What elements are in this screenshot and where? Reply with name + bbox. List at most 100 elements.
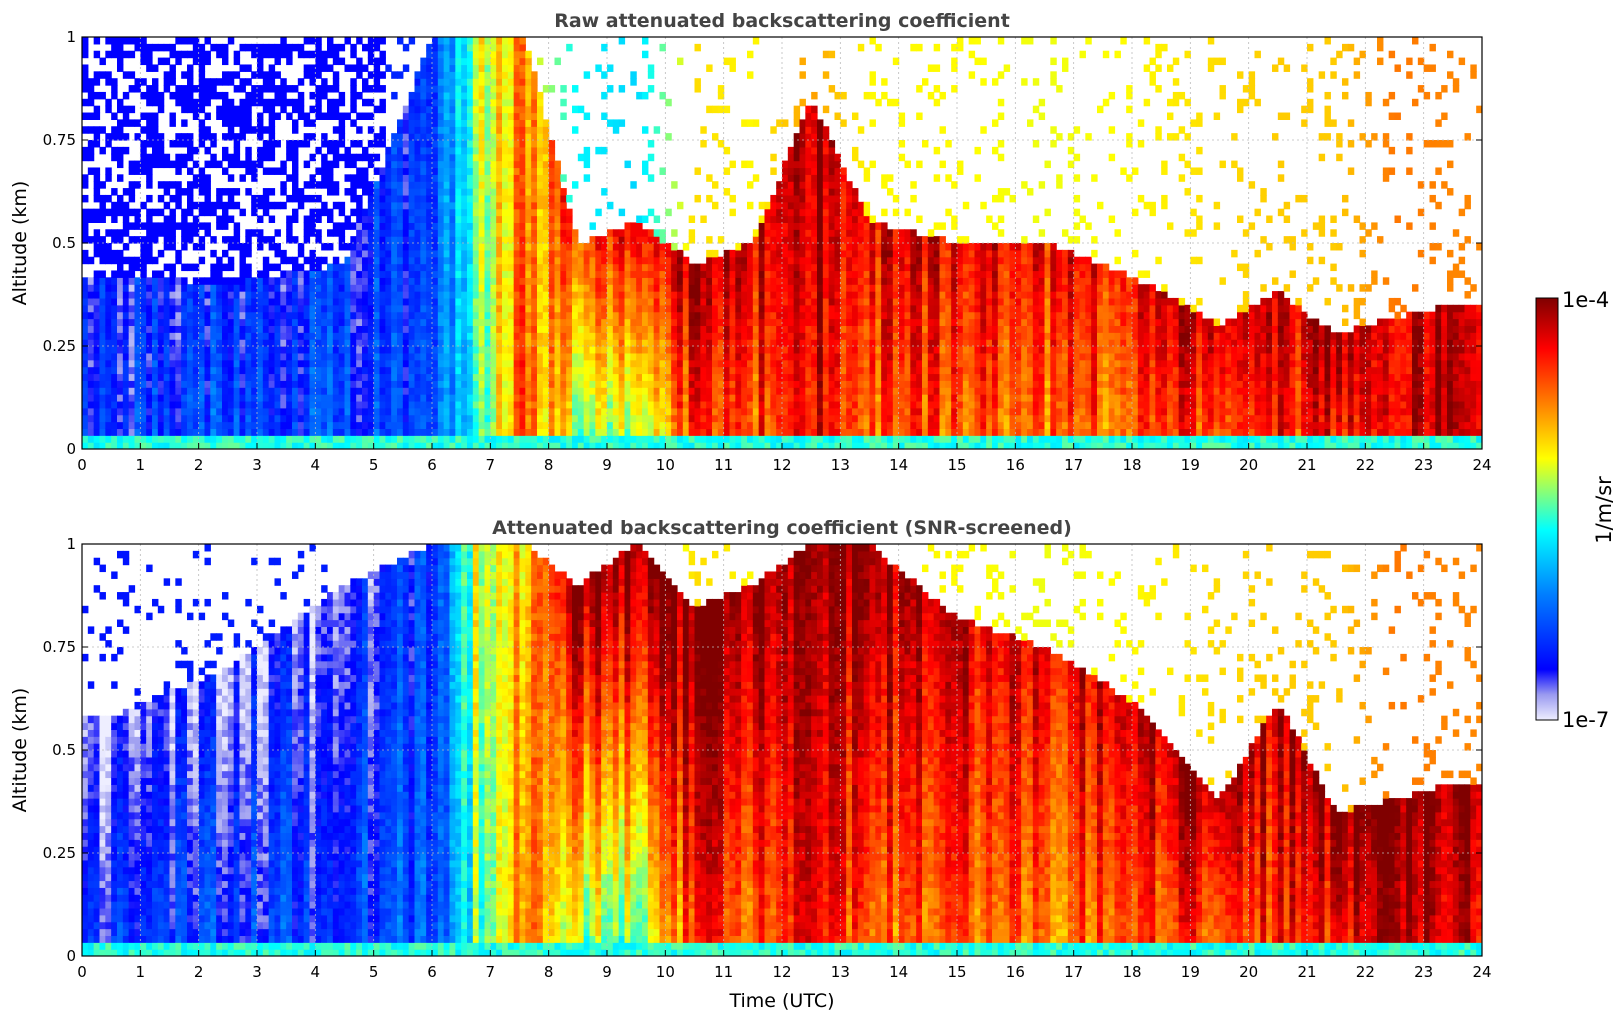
heatmap-cell (653, 359, 661, 368)
heatmap-cell (624, 222, 631, 230)
heatmap-cell (577, 442, 585, 449)
heatmap-cell (373, 332, 381, 340)
heatmap-cell (187, 428, 194, 436)
heatmap-cell (391, 421, 398, 429)
heatmap-cell (274, 359, 281, 368)
heatmap-cell (239, 243, 246, 251)
heatmap-cell (157, 318, 165, 326)
heatmap-cell (327, 284, 334, 292)
heatmap-cell (461, 146, 468, 155)
heatmap-cell (99, 270, 106, 278)
heatmap-cell (694, 43, 701, 52)
heatmap-cell (402, 119, 410, 127)
heatmap-cell (233, 133, 241, 141)
heatmap-cell (723, 249, 731, 258)
heatmap-cell (227, 380, 235, 388)
heatmap-cell (268, 407, 276, 416)
heatmap-cell (414, 442, 421, 449)
heatmap-cell (420, 167, 427, 175)
heatmap-cell (385, 366, 392, 375)
heatmap-cell (688, 270, 696, 278)
heatmap-cell (397, 297, 404, 306)
heatmap-cell (362, 407, 369, 416)
heatmap-cell (653, 126, 661, 134)
heatmap-cell (513, 359, 521, 368)
heatmap-cell (490, 174, 497, 182)
heatmap-cell (128, 284, 136, 292)
heatmap-cell (653, 284, 661, 292)
heatmap-cell (134, 332, 141, 340)
heatmap-cell (443, 400, 451, 409)
heatmap-cell (601, 407, 608, 416)
heatmap-cell (332, 78, 340, 86)
heatmap-cell (350, 270, 357, 278)
heatmap-cell (111, 380, 118, 388)
heatmap-cell (443, 37, 451, 45)
heatmap-cell (210, 236, 217, 244)
heatmap-cell (262, 194, 270, 203)
heatmap-cell (706, 325, 713, 333)
heatmap-cell (577, 346, 585, 354)
heatmap-cell (659, 256, 666, 265)
heatmap-cell (146, 428, 153, 436)
heatmap-cell (239, 112, 246, 120)
heatmap-cell (216, 421, 223, 429)
heatmap-cell (122, 222, 130, 230)
heatmap-cell (426, 153, 433, 162)
heatmap-cell (402, 297, 410, 306)
heatmap-cell (478, 428, 486, 436)
heatmap-cell (292, 359, 299, 368)
heatmap-cell (198, 243, 206, 251)
heatmap-cell (373, 85, 381, 93)
heatmap-cell (426, 236, 433, 244)
heatmap-cell (461, 318, 468, 326)
heatmap-cell (525, 442, 532, 449)
heatmap-cell (315, 112, 322, 120)
heatmap-cell (93, 359, 101, 368)
heatmap-cell (496, 359, 503, 368)
heatmap-cell (187, 387, 194, 395)
heatmap-cell (502, 140, 509, 148)
heatmap-cell (87, 215, 95, 223)
heatmap-cell (647, 428, 655, 436)
heatmap-cell (560, 400, 567, 409)
heatmap-cell (432, 188, 439, 196)
heatmap-cell (688, 263, 696, 272)
heatmap-cell (128, 428, 136, 436)
heatmap-cell (122, 414, 130, 423)
heatmap-cell (618, 277, 626, 285)
heatmap-cell (531, 140, 538, 148)
heatmap-cell (461, 332, 468, 340)
heatmap-cell (227, 194, 235, 203)
heatmap-cell (595, 414, 602, 423)
heatmap-cell (187, 373, 194, 381)
heatmap-cell (192, 291, 200, 299)
heatmap-cell (496, 387, 503, 395)
heatmap-cell (222, 112, 229, 120)
heatmap-cell (251, 387, 258, 395)
heatmap-cell (332, 57, 340, 66)
heatmap-cell (723, 428, 731, 436)
heatmap-cell (111, 37, 118, 45)
heatmap-cell (542, 380, 550, 388)
heatmap-cell (636, 394, 643, 402)
heatmap-cell (467, 43, 474, 52)
heatmap-cell (146, 91, 153, 100)
heatmap-cell (700, 421, 707, 429)
heatmap-cell (187, 325, 194, 333)
heatmap-cell (117, 126, 124, 134)
heatmap-cell (612, 270, 620, 278)
heatmap-cell (157, 297, 165, 306)
heatmap-cell (397, 407, 404, 416)
heatmap-cell (268, 105, 276, 114)
heatmap-cell (677, 407, 684, 416)
heatmap-cell (519, 311, 526, 320)
heatmap-cell (216, 318, 223, 326)
heatmap-cell (350, 208, 357, 217)
heatmap-cell (496, 146, 503, 155)
heatmap-cell (484, 78, 491, 86)
heatmap-cell (222, 78, 229, 86)
heatmap-cell (531, 304, 538, 313)
heatmap-cell (227, 414, 235, 423)
heatmap-cell (525, 400, 532, 409)
